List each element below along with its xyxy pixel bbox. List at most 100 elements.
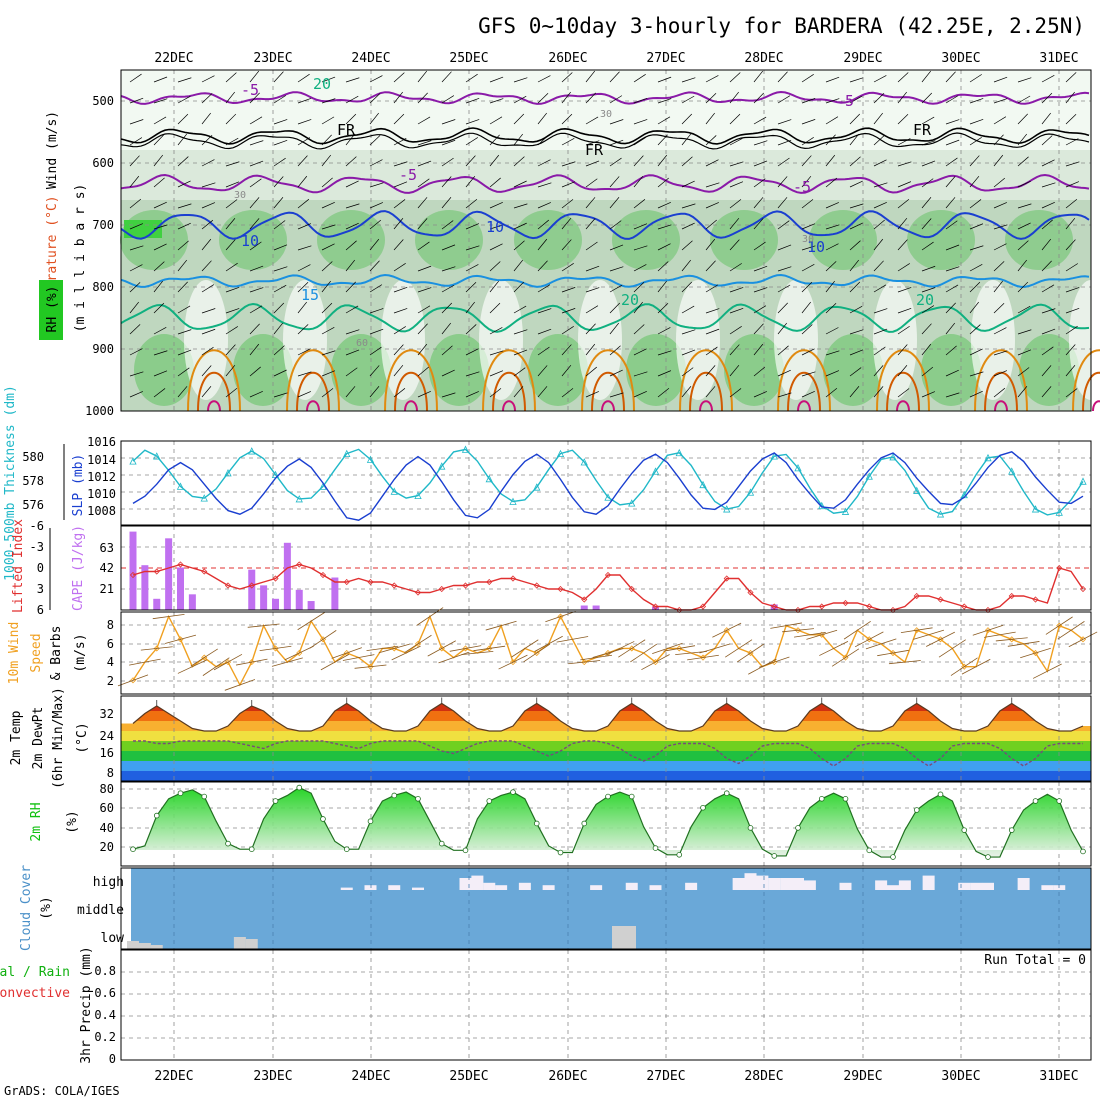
surface-wind-barb [117,674,149,687]
lifted-index-point [604,571,612,579]
rh-point [1080,848,1086,855]
wind-barb [753,366,766,377]
wind-barb [945,266,960,272]
precip-tick: 0.2 [94,1030,116,1044]
wind-barb [585,343,596,356]
wind-barb [633,199,646,209]
wind-barb [609,139,624,146]
surface-wind-barb [699,643,731,654]
bottom-date-label: 30DEC [941,1069,980,1084]
cape-bar [307,601,315,610]
wind-barb [993,243,1007,251]
surface-wind-barb [736,643,765,663]
contour-line [120,302,1090,333]
temp-tick: 8 [107,766,114,780]
wind-barb [393,217,404,230]
rh-point [652,845,659,851]
wind-barb [369,202,384,209]
wind-barb [801,74,814,83]
wind-barb [753,160,768,167]
wind-barb [345,133,355,146]
wind-barb [369,284,383,293]
slp-point [841,507,850,515]
wind-barb [1017,95,1031,104]
wind-barb [1065,365,1076,377]
wind-barb [249,116,263,125]
wind-barb [849,180,863,188]
wind-barb [513,259,524,272]
slp-point [794,463,802,472]
surface-wind-barb [152,614,185,620]
temp-axis-label: 2m Temp [9,710,24,765]
wind-barb [345,349,360,356]
wind-barb [177,95,191,104]
cape-bar [177,567,184,610]
surface-wind-barb [618,639,646,658]
li-tick: -6 [30,519,44,533]
wind-barb [537,202,551,209]
precip-panel: 0.8 0.6 0.4 0.2 0 Run Total = 0 Total / … [0,946,1092,1066]
temp-axis-label: 2m DewPt [31,707,46,770]
wind-barb [129,223,144,230]
wind-barb [153,350,168,356]
wind-barb [393,326,406,335]
slp-point [461,445,470,453]
temp-tick: 24 [100,729,114,743]
max-contour [699,400,713,412]
wind-barb [345,305,359,314]
wind-barb [945,322,956,335]
wind-barb [441,197,452,209]
slp-point [366,455,375,463]
wind-barb [465,264,479,272]
wind-barb [417,92,428,104]
wind-barb [225,344,236,356]
wind-barb [825,370,840,377]
wind-barb [849,281,861,293]
wind-barb [945,71,956,83]
slp-point [913,486,921,494]
surface-wind-barb [712,622,742,638]
slp-point [224,469,232,477]
wind-barb [705,308,720,314]
hot-contour [394,371,428,412]
bottom-date-label: 29DEC [843,1069,882,1084]
wind-barb [1017,180,1031,188]
surface-wind-barb [438,651,469,664]
wind-barb [753,323,764,335]
temp-band [121,703,1091,711]
wind-barb [777,197,788,209]
wind-barb [825,154,836,167]
slp-point [414,491,422,499]
wind-barb [921,323,932,335]
wind-barb [1065,307,1080,314]
wind-barb [801,324,813,335]
cape-tick: 21 [100,582,114,596]
rh-tick: 20 [100,840,114,854]
wind-barb [465,73,478,83]
surface-wind-barb [758,656,790,668]
wind-barb [1065,91,1075,104]
wind-barb [321,302,333,314]
wind-barb [969,98,984,104]
wind-barb [561,72,573,83]
contour-label: 20 [313,75,331,93]
wind-barb [681,386,692,398]
warm-contour [974,349,1028,412]
wind-barb [129,391,144,398]
wind-barb [849,133,860,146]
wind-barb [153,388,166,398]
lifted-index-point [296,561,303,568]
wind-tick: 8 [107,618,114,632]
wind-barb [897,239,908,251]
lifted-index-point [913,592,920,600]
wind-barb [489,98,504,104]
wind-barb [1041,75,1055,83]
li-axis-label: Lifted Index [11,519,26,613]
precip-tick: 0.4 [94,1008,116,1022]
wind-barb [273,220,286,230]
rh-blob [710,210,778,270]
surface-wind-barb [793,632,826,638]
wind-barb [873,346,886,356]
lifted-index-point [486,578,493,586]
wind-barb [417,178,430,188]
